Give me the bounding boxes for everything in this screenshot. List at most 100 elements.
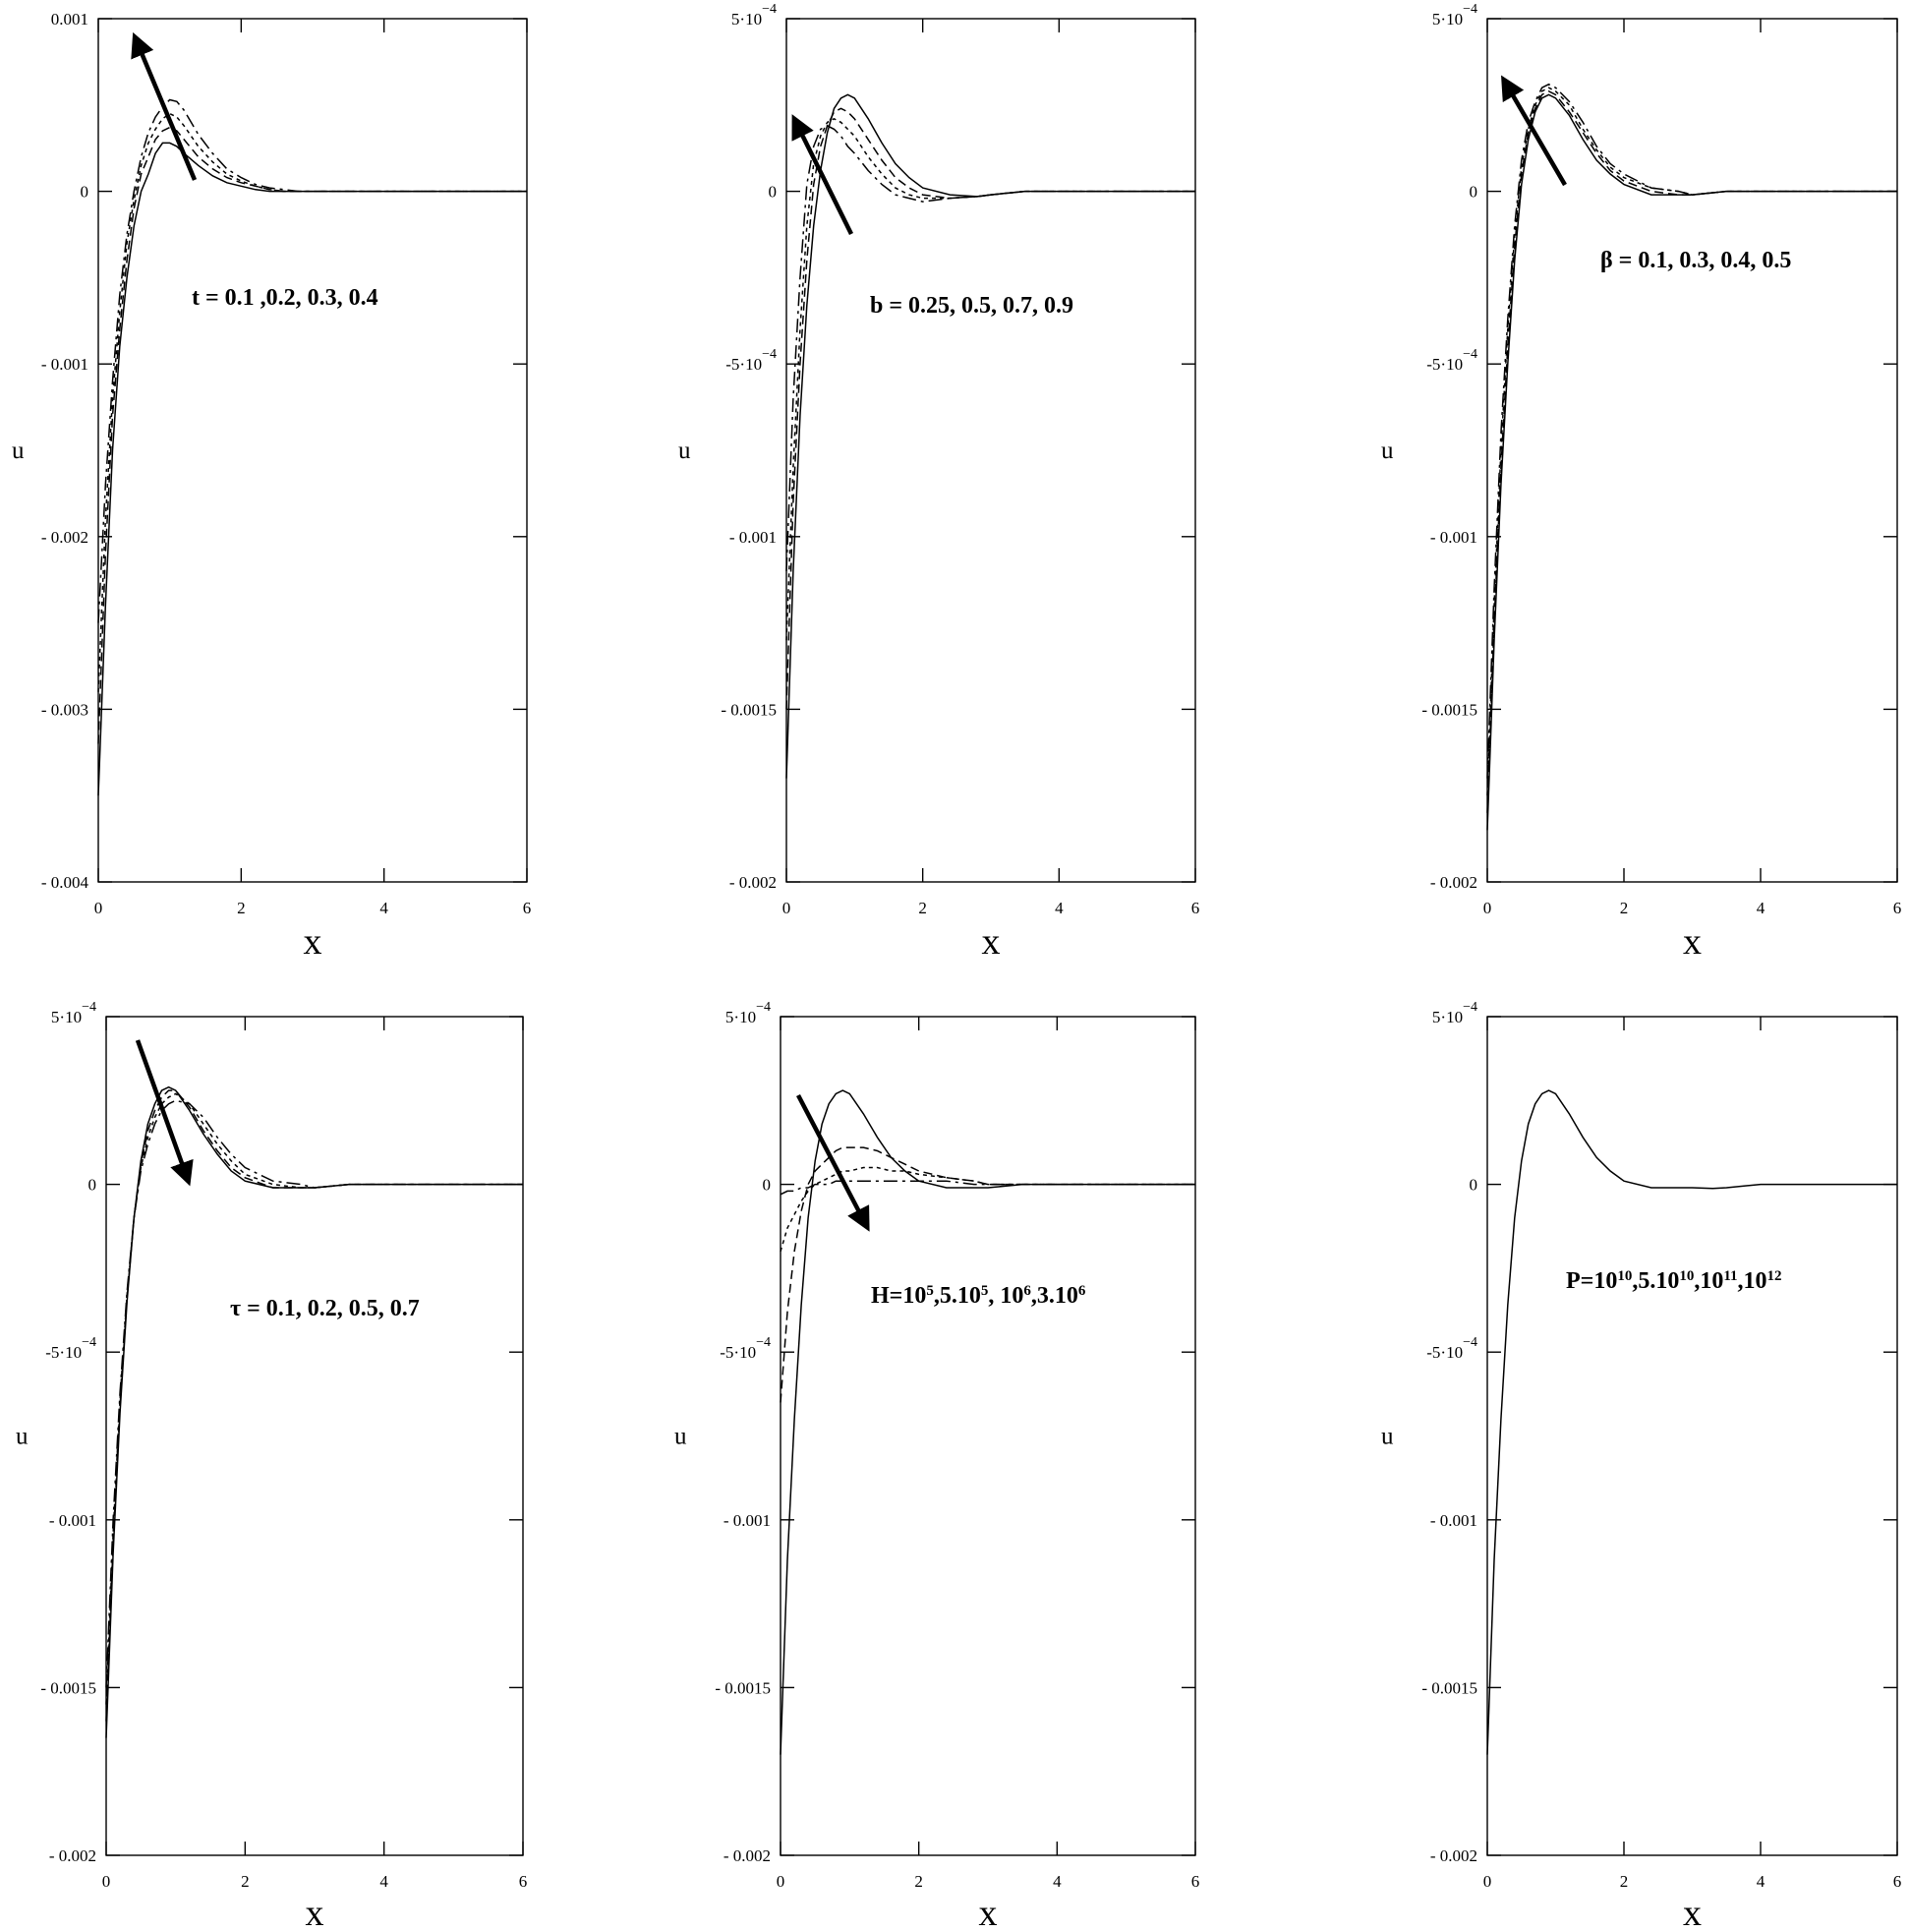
x-tick-label: 0 [1483, 899, 1492, 917]
plot-frame [1486, 18, 1898, 883]
x-tick-label: 2 [237, 899, 246, 917]
y-tick-label: - 0.001 [49, 1511, 96, 1530]
x-tick-label: 4 [379, 1872, 388, 1891]
series-line-3 [780, 1166, 1195, 1253]
y-tick-label: - 0.002 [41, 528, 88, 547]
series-line-2 [780, 1146, 1195, 1403]
x-axis-label: x [1683, 1893, 1702, 1932]
series-line-3 [1486, 87, 1897, 796]
y-tick-label: 0 [1470, 183, 1478, 202]
plot-frame [780, 1016, 1196, 1856]
y-tick-label: - 0.0015 [40, 1678, 96, 1697]
y-axis-label: u [674, 1424, 687, 1450]
y-tick-label: - 0.002 [1430, 873, 1477, 892]
y-tick-label: - 0.001 [723, 1511, 771, 1530]
x-tick-label: 0 [782, 899, 791, 917]
parameter-annotation: t = 0.1 ,0.2, 0.3, 0.4 [192, 285, 378, 311]
x-tick-label: 2 [1620, 1872, 1629, 1891]
x-tick-label: 6 [523, 899, 532, 917]
y-tick-label: 0.001 [51, 10, 88, 29]
plot-frame [97, 18, 528, 883]
trend-arrow [131, 31, 198, 181]
plot-frame [785, 18, 1196, 883]
chart-panel-3: 5·10−4 0 -5·10−4 - 0.001 - 0.0015 - 0.002 0 2 4 6… [1381, 2, 1901, 963]
chart-panel-1: 0.001 0 - 0.001 - 0.002 - 0.003 - 0.004 0 2 4 6 u x… [12, 10, 531, 963]
x-tick-label: 2 [914, 1872, 923, 1891]
x-tick-label: 6 [519, 1872, 528, 1891]
y-tick-label: - 0.002 [729, 873, 777, 892]
trend-arrow [135, 1039, 194, 1187]
series-line-4 [1486, 83, 1897, 779]
x-tick-label: 6 [1893, 899, 1902, 917]
y-tick-label: - 0.0015 [1421, 1678, 1477, 1697]
x-tick-label: 4 [1055, 899, 1064, 917]
series-line-3 [97, 112, 527, 692]
parameter-annotation: P=1010,5.1010,1011,1012 [1566, 1268, 1782, 1294]
series-line-4 [97, 98, 527, 623]
y-tick-label: -5·10−4 [1426, 347, 1477, 374]
y-tick-label: - 0.0015 [715, 1678, 771, 1697]
series-line-4 [780, 1180, 1195, 1196]
chart-panel-4: 5·10−4 0 -5·10−4 - 0.001 - 0.0015 - 0.002 0 2 4 6… [16, 1000, 527, 1932]
x-axis-label: x [304, 921, 322, 963]
y-tick-label: - 0.003 [41, 700, 88, 719]
y-tick-label: - 0.001 [41, 355, 88, 374]
trend-arrow [796, 1093, 870, 1232]
series-line-2 [785, 107, 1195, 710]
y-tick-label: 0 [769, 183, 778, 202]
y-tick-label: 5·10−4 [1432, 1000, 1477, 1026]
series-line-3 [785, 117, 1195, 641]
x-axis-label: x [1683, 921, 1702, 963]
y-tick-label: - 0.001 [1430, 528, 1477, 547]
x-tick-label: 0 [1483, 1872, 1492, 1891]
y-axis-label: u [678, 438, 691, 464]
y-tick-label: 5·10−4 [1432, 2, 1477, 29]
series-line-4 [785, 125, 1195, 571]
x-tick-label: 0 [777, 1872, 785, 1891]
x-tick-label: 6 [1893, 1872, 1902, 1891]
x-axis-label: x [979, 1893, 998, 1932]
x-tick-label: 6 [1191, 1872, 1200, 1891]
y-tick-label: - 0.001 [729, 528, 777, 547]
y-tick-label: - 0.0015 [1421, 700, 1477, 719]
series-line-1 [785, 93, 1195, 779]
y-tick-label: 5·10−4 [725, 1000, 771, 1026]
x-tick-label: 0 [102, 1872, 111, 1891]
series-line-2 [97, 126, 527, 744]
chart-panel-2: 5·10−4 0 -5·10−4 - 0.001 - 0.0015 - 0.002 0 2 4 6… [678, 2, 1199, 963]
chart-panel-5: 5·10−4 0 -5·10−4 - 0.001 - 0.0015 - 0.002 0 2 4 6… [674, 1000, 1199, 1932]
x-tick-label: 2 [918, 899, 927, 917]
y-tick-label: - 0.002 [723, 1846, 771, 1865]
y-tick-label: - 0.001 [1430, 1511, 1477, 1530]
x-tick-label: 0 [94, 899, 103, 917]
y-tick-label: 5·10−4 [51, 1000, 96, 1026]
parameter-annotation: τ = 0.1, 0.2, 0.5, 0.7 [230, 1296, 420, 1321]
series-line-3 [105, 1092, 523, 1705]
series-line-1 [1486, 93, 1897, 831]
y-tick-label: -5·10−4 [45, 1335, 96, 1362]
plot-frame [1486, 1016, 1898, 1856]
trend-arrow [791, 114, 854, 235]
parameter-annotation: b = 0.25, 0.5, 0.7, 0.9 [870, 293, 1073, 319]
y-tick-label: -5·10−4 [720, 1335, 771, 1362]
y-tick-label: - 0.004 [41, 873, 89, 892]
x-tick-label: 2 [1620, 899, 1629, 917]
x-tick-label: 4 [1757, 1872, 1765, 1891]
y-tick-label: -5·10−4 [725, 347, 777, 374]
series-line-1 [1486, 1089, 1897, 1755]
y-tick-label: 0 [763, 1176, 772, 1195]
y-tick-label: -5·10−4 [1426, 1335, 1477, 1362]
x-tick-label: 4 [379, 899, 388, 917]
y-tick-label: 0 [1470, 1176, 1478, 1195]
y-tick-label: 0 [88, 1176, 97, 1195]
parameter-annotation: β = 0.1, 0.3, 0.4, 0.5 [1600, 248, 1791, 273]
series-line-1 [97, 142, 527, 796]
plot-frame [105, 1016, 524, 1856]
y-axis-label: u [12, 438, 25, 464]
series-line-2 [1486, 89, 1897, 813]
y-tick-label: 0 [81, 183, 89, 202]
y-tick-label: - 0.002 [1430, 1846, 1477, 1865]
x-tick-label: 2 [241, 1872, 250, 1891]
y-tick-label: - 0.002 [49, 1846, 96, 1865]
